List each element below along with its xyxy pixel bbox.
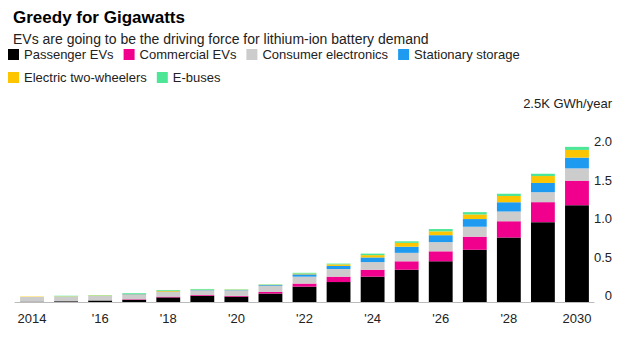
svg-text:'28: '28	[500, 311, 517, 326]
svg-text:2.0: 2.0	[594, 134, 612, 149]
svg-text:Passenger EVs: Passenger EVs	[24, 47, 114, 62]
svg-text:'16: '16	[92, 311, 109, 326]
svg-text:2030: 2030	[563, 311, 592, 326]
svg-text:2014: 2014	[18, 311, 47, 326]
svg-text:Electric two-wheelers: Electric two-wheelers	[24, 70, 147, 85]
svg-text:'26: '26	[432, 311, 449, 326]
svg-text:'22: '22	[296, 311, 313, 326]
svg-text:Commercial EVs: Commercial EVs	[140, 47, 237, 62]
svg-text:EVs are going to be the drivin: EVs are going to be the driving force fo…	[13, 31, 429, 47]
svg-text:'20: '20	[228, 311, 245, 326]
svg-text:0.5: 0.5	[594, 250, 612, 265]
svg-text:Greedy for Gigawatts: Greedy for Gigawatts	[13, 8, 185, 27]
svg-text:1.0: 1.0	[594, 211, 612, 226]
svg-text:0: 0	[605, 288, 612, 303]
svg-text:'18: '18	[160, 311, 177, 326]
svg-text:'24: '24	[364, 311, 381, 326]
svg-text:Stationary storage: Stationary storage	[414, 47, 520, 62]
svg-text:Consumer electronics: Consumer electronics	[262, 47, 388, 62]
svg-text:2.5K GWh/year: 2.5K GWh/year	[523, 96, 613, 111]
svg-text:1.5: 1.5	[594, 173, 612, 188]
svg-text:E-buses: E-buses	[173, 70, 221, 85]
